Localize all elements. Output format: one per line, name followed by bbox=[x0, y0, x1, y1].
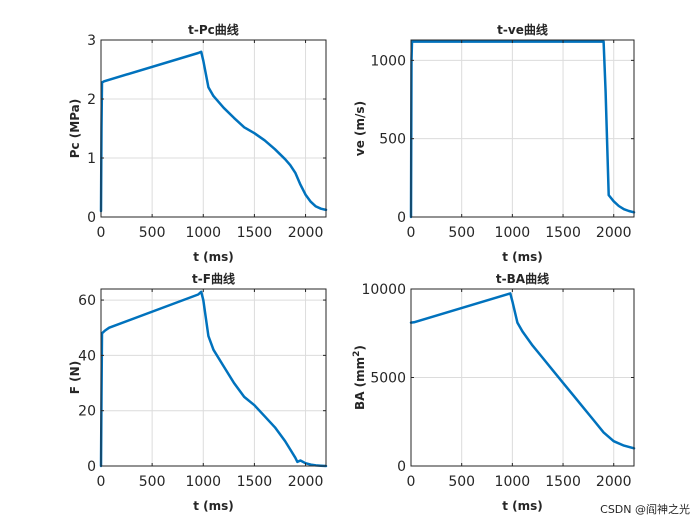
chart-4-x-tick-label: 0 bbox=[407, 474, 416, 490]
chart-4-y-tick-label: 0 bbox=[397, 459, 406, 475]
plot-panel-t-f: 0 500 1000 1500 2000 0 20 40 60 t-F曲线 t (ms) F (N) bbox=[68, 271, 328, 513]
chart-4-y-tick-label: 10000 bbox=[361, 282, 406, 298]
chart-4-y-axis-label-suffix: ) bbox=[353, 345, 367, 350]
chart-3-x-tick-label: 1500 bbox=[237, 474, 273, 490]
chart-3-title: t-F曲线 bbox=[192, 271, 235, 286]
chart-3-x-tick-label: 2000 bbox=[288, 474, 324, 490]
chart-2-x-tick-label: 500 bbox=[448, 225, 475, 241]
chart-4-y-tick-label: 5000 bbox=[370, 371, 406, 387]
chart-4-x-tick-label: 2000 bbox=[596, 474, 632, 490]
chart-1-y-axis-label: Pc (MPa) bbox=[68, 99, 82, 159]
chart-2-x-tick-label: 1500 bbox=[545, 225, 581, 241]
chart-2-title: t-ve曲线 bbox=[497, 22, 548, 37]
watermark: CSDN @阎神之光 bbox=[600, 502, 690, 516]
chart-3-x-tick-label: 1000 bbox=[185, 474, 221, 490]
chart-3-y-tick-label: 40 bbox=[78, 348, 96, 364]
chart-3-axes-box bbox=[100, 288, 327, 467]
chart-3-x-axis-label: t (ms) bbox=[193, 499, 234, 513]
chart-3-series-line-f bbox=[99, 290, 328, 468]
chart-4-x-tick-label: 1000 bbox=[495, 474, 531, 490]
chart-2-series-line-ve bbox=[409, 40, 636, 219]
chart-2-y-tick-label: 1000 bbox=[370, 53, 406, 69]
chart-2-x-tick-label: 0 bbox=[407, 225, 416, 241]
chart-1-series-line-pc bbox=[99, 50, 328, 213]
chart-3-y-axis-label: F (N) bbox=[68, 361, 82, 394]
plot-panel-t-pc: 0 500 1000 1500 2000 0 1 2 3 t-Pc曲线 t (ms) Pc (MPa) bbox=[68, 22, 328, 264]
chart-1-y-tick-label: 0 bbox=[87, 210, 96, 226]
chart-4-title: t-BA曲线 bbox=[496, 271, 549, 286]
chart-3-y-tick-label: 20 bbox=[78, 404, 96, 420]
chart-1-x-tick-label: 1500 bbox=[237, 225, 273, 241]
chart-3-x-tick-label: 0 bbox=[97, 474, 106, 490]
chart-1-x-tick-label: 2000 bbox=[288, 225, 324, 241]
chart-4-series-line-ba bbox=[409, 292, 636, 450]
chart-4-y-axis-label-superscript: 2 bbox=[352, 351, 362, 357]
chart-2-x-axis-label: t (ms) bbox=[502, 250, 543, 264]
plot-panel-t-ba: 0 500 1000 1500 2000 0 5000 10000 t-BA曲线 t (ms) BA… bbox=[352, 271, 636, 513]
chart-1-axes-box bbox=[100, 39, 327, 218]
chart-2-y-tick-label: 500 bbox=[379, 132, 406, 148]
chart-2-y-tick-label: 0 bbox=[397, 210, 406, 226]
plot-panel-t-ve: 0 500 1000 1500 2000 0 500 1000 t-ve曲线 t (ms) ve (… bbox=[353, 22, 636, 264]
chart-3-y-tick-label: 0 bbox=[87, 459, 96, 475]
chart-4-x-tick-label: 1500 bbox=[545, 474, 581, 490]
chart-1-x-tick-label: 1000 bbox=[185, 225, 221, 241]
chart-3-x-tick-label: 500 bbox=[139, 474, 166, 490]
chart-2-x-tick-label: 2000 bbox=[596, 225, 632, 241]
chart-1-x-tick-label: 0 bbox=[97, 225, 106, 241]
chart-1-y-tick-label: 1 bbox=[87, 151, 96, 167]
chart-2-axes-box bbox=[410, 39, 635, 218]
chart-2-y-axis-label: ve (m/s) bbox=[353, 101, 367, 156]
chart-4-x-tick-label: 500 bbox=[448, 474, 475, 490]
chart-3-y-tick-label: 60 bbox=[78, 293, 96, 309]
chart-1-y-tick-label: 3 bbox=[87, 33, 96, 49]
chart-1-x-axis-label: t (ms) bbox=[193, 250, 234, 264]
chart-1-title: t-Pc曲线 bbox=[188, 22, 239, 37]
chart-4-x-axis-label: t (ms) bbox=[502, 499, 543, 513]
chart-2-x-tick-label: 1000 bbox=[495, 225, 531, 241]
chart-1-x-tick-label: 500 bbox=[139, 225, 166, 241]
chart-1-y-tick-label: 2 bbox=[87, 92, 96, 108]
chart-4-y-axis-label: BA (mm2) bbox=[352, 345, 367, 410]
